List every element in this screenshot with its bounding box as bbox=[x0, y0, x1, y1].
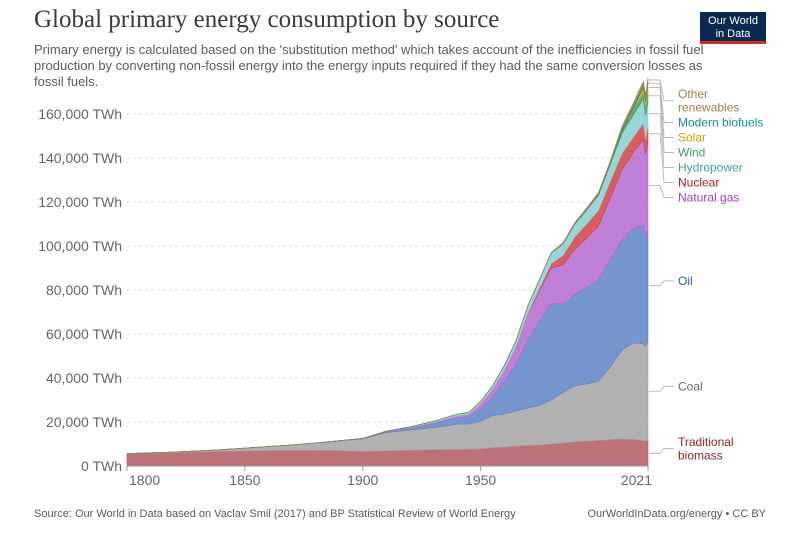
label-leader-wind bbox=[649, 95, 674, 153]
series-label-other-renewables: Other renewables bbox=[678, 87, 739, 115]
credit-link[interactable]: OurWorldInData.org/energy • CC BY bbox=[587, 508, 767, 520]
x-tick-label: 1950 bbox=[465, 472, 496, 488]
series-label-nuclear: Nuclear bbox=[678, 176, 719, 190]
y-tick-label: 120,000 TWh bbox=[38, 194, 122, 210]
y-tick-label: 100,000 TWh bbox=[38, 238, 122, 254]
area-other-renewables bbox=[126, 77, 649, 454]
series-label-wind: Wind bbox=[678, 146, 705, 160]
series-areas bbox=[126, 77, 649, 467]
x-tick-label: 1850 bbox=[229, 472, 260, 488]
x-tick-label: 1900 bbox=[347, 472, 378, 488]
y-tick-label: 160,000 TWh bbox=[38, 106, 122, 122]
series-label-hydropower: Hydropower bbox=[678, 161, 743, 175]
logo-line-2: in Data bbox=[715, 28, 751, 40]
series-label-oil: Oil bbox=[678, 274, 693, 288]
logo-line-1: Our World bbox=[708, 15, 758, 27]
y-tick-label: 40,000 TWh bbox=[46, 370, 122, 386]
x-tick-label: 2021 bbox=[621, 472, 652, 488]
label-leader-natural-gas bbox=[649, 185, 674, 198]
series-label-modern-biofuels: Modern biofuels bbox=[678, 116, 763, 130]
label-leader-coal bbox=[649, 385, 674, 392]
label-leader-nuclear bbox=[649, 133, 674, 183]
series-label-coal: Coal bbox=[678, 379, 703, 393]
label-leader-other-renewables bbox=[649, 79, 674, 102]
series-label-natural-gas: Natural gas bbox=[678, 191, 739, 205]
source-note: Source: Our World in Data based on Vacla… bbox=[34, 508, 516, 520]
chart-title: Global primary energy consumption by sou… bbox=[34, 6, 500, 33]
y-tick-label: 140,000 TWh bbox=[38, 150, 122, 166]
label-leader-traditional-biomass bbox=[649, 448, 674, 454]
y-tick-label: 60,000 TWh bbox=[46, 326, 122, 342]
label-leader-solar bbox=[649, 87, 674, 138]
y-tick-label: 20,000 TWh bbox=[46, 414, 122, 430]
owid-logo[interactable]: Our World in Data bbox=[700, 12, 766, 44]
label-leader-hydropower bbox=[649, 113, 674, 168]
series-label-solar: Solar bbox=[678, 131, 706, 145]
chart-subtitle: Primary energy is calculated based on th… bbox=[34, 42, 704, 89]
label-leader-oil bbox=[649, 280, 674, 287]
series-label-traditional-biomass: Traditional biomass bbox=[678, 435, 734, 463]
label-leader-modern-biofuels bbox=[649, 82, 674, 123]
y-tick-label: 80,000 TWh bbox=[46, 282, 122, 298]
y-tick-label: 0 TWh bbox=[81, 458, 122, 474]
axes: 0 TWh 20,000 TWh 40,000 TWh 60,000 TWh 80,00… bbox=[38, 106, 652, 488]
x-tick-label: 1800 bbox=[129, 472, 160, 488]
